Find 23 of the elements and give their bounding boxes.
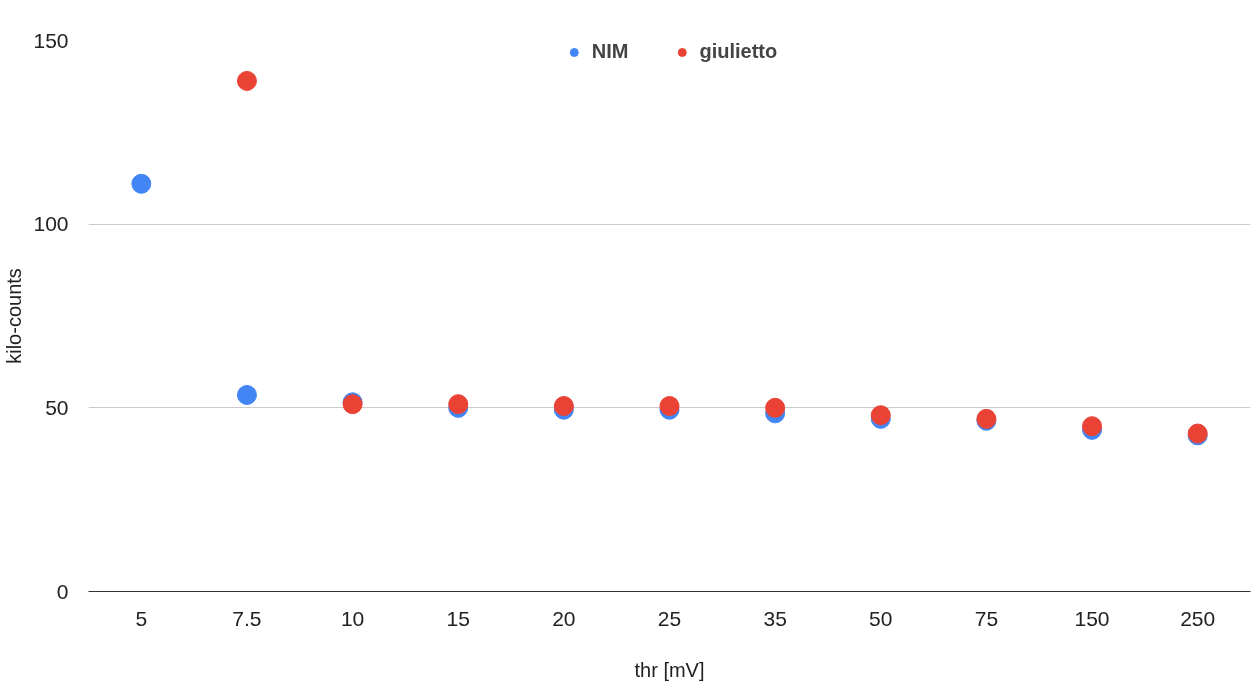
y-tick-label: 150 [33, 28, 69, 52]
point [236, 385, 257, 405]
x-tick-label: 50 [869, 606, 893, 630]
x-tick-label: 20 [552, 606, 576, 630]
x-tick-label: 250 [1180, 606, 1216, 630]
y-axis-title: kilo-counts [3, 268, 26, 364]
x-tick-label: 75 [974, 606, 999, 630]
point [131, 173, 152, 194]
y-tick-label: 50 [45, 395, 69, 419]
legend-label: NIM [591, 40, 629, 63]
x-tick-label: 5 [135, 606, 148, 630]
point [236, 70, 257, 91]
x-tick-label: 150 [1074, 606, 1110, 630]
x-tick-label: 7.5 [232, 606, 262, 630]
y-tick-label: 100 [33, 212, 69, 236]
x-tick-label: 35 [763, 606, 787, 630]
y-tick-label: 0 [56, 579, 69, 603]
point [765, 397, 786, 418]
legend-label: giulietto [699, 40, 778, 63]
x-tick-label: 25 [657, 606, 682, 630]
x-axis-title: thr [mV] [634, 658, 705, 681]
x-tick-label: 10 [340, 606, 365, 630]
x-tick-label: 15 [446, 606, 470, 630]
